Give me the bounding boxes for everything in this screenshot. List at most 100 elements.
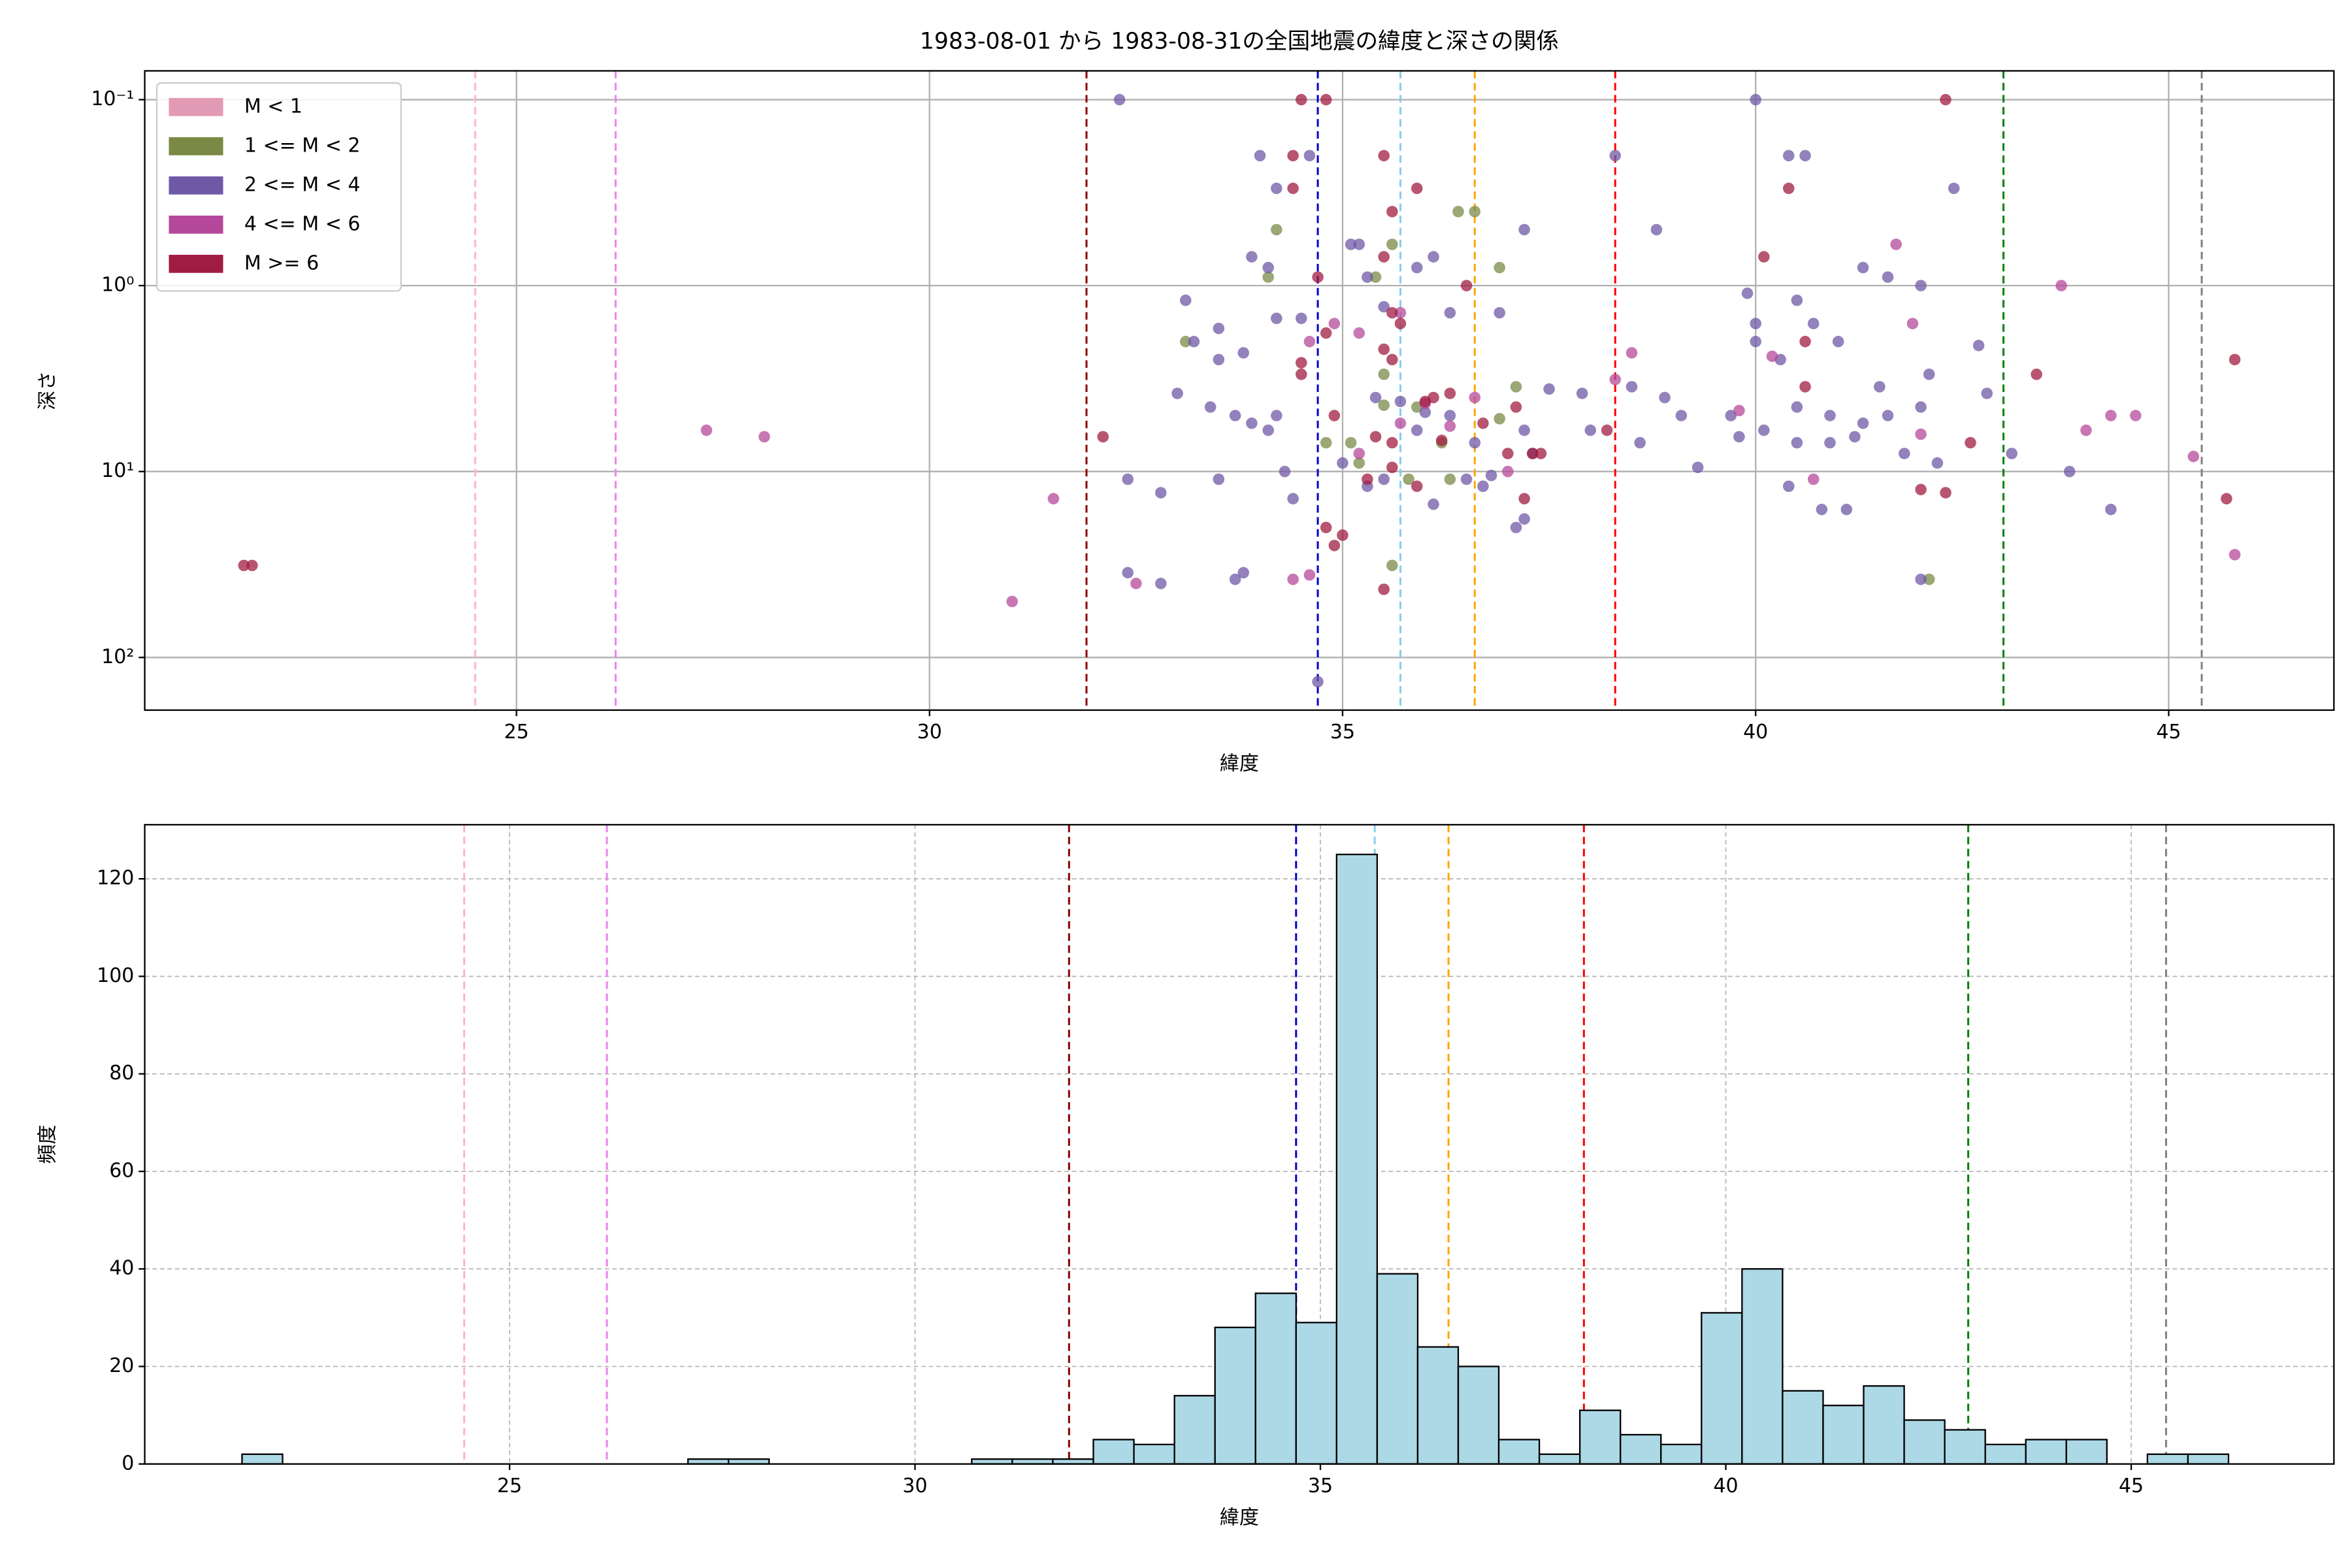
point xyxy=(1915,573,1927,585)
point xyxy=(1849,431,1861,443)
point xyxy=(1411,480,1423,493)
legend-swatch xyxy=(169,176,223,195)
point xyxy=(1353,238,1365,250)
point xyxy=(1006,595,1018,608)
point xyxy=(238,559,250,572)
point xyxy=(1328,410,1341,421)
point xyxy=(1369,391,1382,404)
point xyxy=(1758,424,1770,436)
point xyxy=(1477,417,1489,429)
y-tick-label: 0 xyxy=(122,1452,134,1475)
point xyxy=(1750,336,1761,348)
point xyxy=(1328,540,1341,551)
point xyxy=(1783,150,1795,161)
point xyxy=(2221,493,2232,505)
bar xyxy=(1863,1385,1905,1465)
point xyxy=(1303,569,1316,581)
point xyxy=(1378,368,1390,380)
point xyxy=(1369,431,1382,443)
bar xyxy=(1254,1292,1297,1465)
point xyxy=(1386,353,1398,366)
y-tick-label: 120 xyxy=(97,867,134,890)
point xyxy=(1378,343,1390,355)
point xyxy=(1271,312,1282,325)
bar xyxy=(2065,1439,2108,1465)
bar xyxy=(1416,1346,1460,1465)
point xyxy=(1510,401,1522,413)
point xyxy=(1460,280,1473,291)
point xyxy=(1254,150,1266,161)
point xyxy=(1452,206,1464,218)
y-tick-label: 40 xyxy=(109,1257,134,1280)
point xyxy=(1312,676,1324,688)
x-axis-label: 緯度 xyxy=(1220,1506,1259,1529)
legend-label: 2 <= M < 4 xyxy=(244,173,361,196)
point xyxy=(1262,271,1274,283)
point xyxy=(1369,271,1382,283)
point xyxy=(1807,318,1820,329)
point xyxy=(759,431,770,443)
point xyxy=(1419,406,1431,418)
point xyxy=(1411,261,1423,274)
point xyxy=(1171,387,1183,399)
point xyxy=(1890,238,1902,250)
bar xyxy=(1133,1443,1175,1465)
point xyxy=(1485,469,1497,482)
bar xyxy=(1579,1409,1622,1465)
point xyxy=(1287,182,1299,195)
point xyxy=(1295,93,1307,106)
point xyxy=(1510,521,1522,534)
bar xyxy=(1701,1312,1743,1465)
point xyxy=(1840,504,1853,515)
point xyxy=(1634,436,1646,449)
point xyxy=(1378,301,1390,313)
point xyxy=(1518,513,1530,525)
bar xyxy=(2187,1453,2230,1465)
point xyxy=(1303,336,1316,348)
point xyxy=(1832,336,1844,348)
point xyxy=(2229,353,2241,366)
point xyxy=(1394,395,1407,408)
point xyxy=(1047,493,1060,505)
point xyxy=(1750,93,1761,106)
x-tick-label: 45 xyxy=(2119,1475,2144,1497)
point xyxy=(1188,336,1200,348)
y-tick-label: 10¹ xyxy=(101,459,134,482)
point xyxy=(1601,424,1613,436)
point xyxy=(1295,312,1307,325)
point xyxy=(1444,473,1456,485)
point xyxy=(1287,573,1299,585)
point xyxy=(1386,559,1398,572)
point xyxy=(1882,410,1894,421)
point xyxy=(1353,327,1365,339)
point xyxy=(1428,498,1439,510)
point xyxy=(1824,436,1836,449)
point xyxy=(1915,280,1927,291)
y-tick-label: 60 xyxy=(109,1159,134,1182)
y-tick-label: 100 xyxy=(97,964,134,987)
point xyxy=(1386,461,1398,474)
point xyxy=(1948,182,1960,195)
point xyxy=(1394,318,1407,329)
bar xyxy=(1173,1395,1216,1465)
point xyxy=(1403,473,1414,485)
point xyxy=(1386,306,1398,319)
bar xyxy=(1822,1405,1865,1465)
point xyxy=(1213,322,1225,335)
legend-label: 4 <= M < 6 xyxy=(244,212,361,235)
x-tick-label: 30 xyxy=(902,1475,927,1497)
point xyxy=(1799,336,1811,348)
point xyxy=(1972,340,1985,351)
point xyxy=(1237,566,1250,579)
point xyxy=(1469,206,1481,218)
point xyxy=(1362,473,1373,485)
point xyxy=(1122,566,1134,579)
point xyxy=(1923,368,1935,380)
bar xyxy=(1497,1439,1541,1465)
point xyxy=(1527,448,1539,459)
chart-title: 1983-08-01 から 1983-08-31の全国地震の緯度と深さの関係 xyxy=(920,29,1559,55)
point xyxy=(1940,487,1952,498)
y-tick-label: 20 xyxy=(109,1354,134,1377)
point xyxy=(2105,410,2117,421)
point xyxy=(1378,473,1390,485)
